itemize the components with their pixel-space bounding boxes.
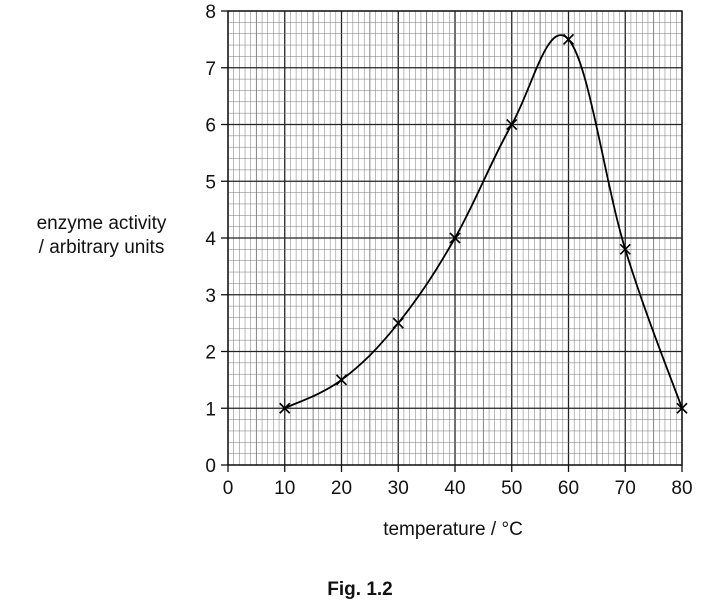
x-tick-label: 60 bbox=[558, 478, 579, 499]
data-point-marker bbox=[449, 232, 461, 244]
x-tick-label: 70 bbox=[615, 478, 636, 499]
x-tick-label: 30 bbox=[388, 478, 409, 499]
y-tick-label: 8 bbox=[205, 2, 216, 23]
x-tick-label: 40 bbox=[444, 478, 465, 499]
marker-stroke bbox=[279, 402, 291, 414]
y-axis-label: enzyme activity / arbitrary units bbox=[14, 212, 189, 260]
y-tick-label: 5 bbox=[205, 172, 216, 193]
x-axis-label: temperature / °C bbox=[383, 519, 523, 540]
marker-stroke bbox=[506, 118, 518, 131]
y-axis-label-line-1: enzyme activity bbox=[36, 213, 167, 234]
data-point-marker bbox=[335, 374, 348, 386]
marker-stroke bbox=[619, 243, 631, 255]
marker-stroke bbox=[392, 317, 404, 329]
marker-stroke bbox=[562, 33, 575, 45]
data-point-marker bbox=[279, 402, 291, 414]
marker-stroke bbox=[335, 374, 348, 386]
marker-stroke bbox=[449, 232, 461, 244]
x-tick-label: 80 bbox=[671, 478, 692, 499]
y-tick-label: 1 bbox=[205, 399, 216, 420]
data-point-marker bbox=[506, 118, 518, 131]
data-point-marker bbox=[619, 243, 631, 255]
y-axis-label-line-2: / arbitrary units bbox=[38, 237, 165, 258]
x-tick-label: 10 bbox=[274, 478, 295, 499]
x-tick-label: 0 bbox=[223, 478, 234, 499]
data-point-marker bbox=[392, 317, 404, 329]
marker-stroke bbox=[676, 402, 688, 414]
data-point-marker bbox=[676, 402, 688, 414]
figure-caption: Fig. 1.2 bbox=[327, 579, 393, 600]
y-tick-label: 7 bbox=[205, 59, 216, 80]
y-tick-label: 3 bbox=[205, 286, 216, 307]
x-tick-label: 20 bbox=[331, 478, 352, 499]
y-tick-label: 2 bbox=[205, 343, 216, 364]
x-tick-label: 50 bbox=[501, 478, 522, 499]
y-tick-label: 0 bbox=[205, 456, 216, 477]
y-tick-label: 6 bbox=[205, 116, 216, 137]
y-tick-label: 4 bbox=[205, 229, 216, 250]
data-point-marker bbox=[562, 33, 575, 45]
